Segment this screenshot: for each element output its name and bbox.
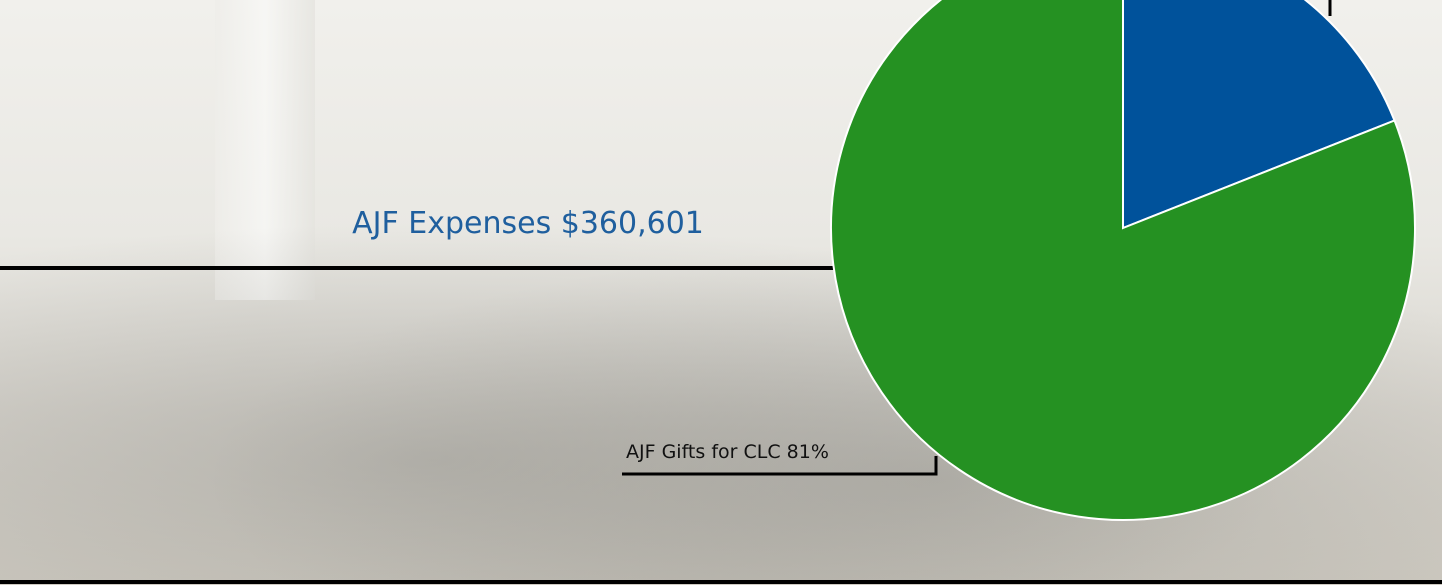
chart-title: AJF Expenses $360,601 xyxy=(352,206,704,241)
label-underline xyxy=(622,456,938,476)
slice-label: AJF Gifts for CLC 81% xyxy=(626,441,829,463)
background-pillar xyxy=(215,0,315,300)
pie-slice xyxy=(1122,0,1396,230)
pie-slice xyxy=(830,0,1416,521)
